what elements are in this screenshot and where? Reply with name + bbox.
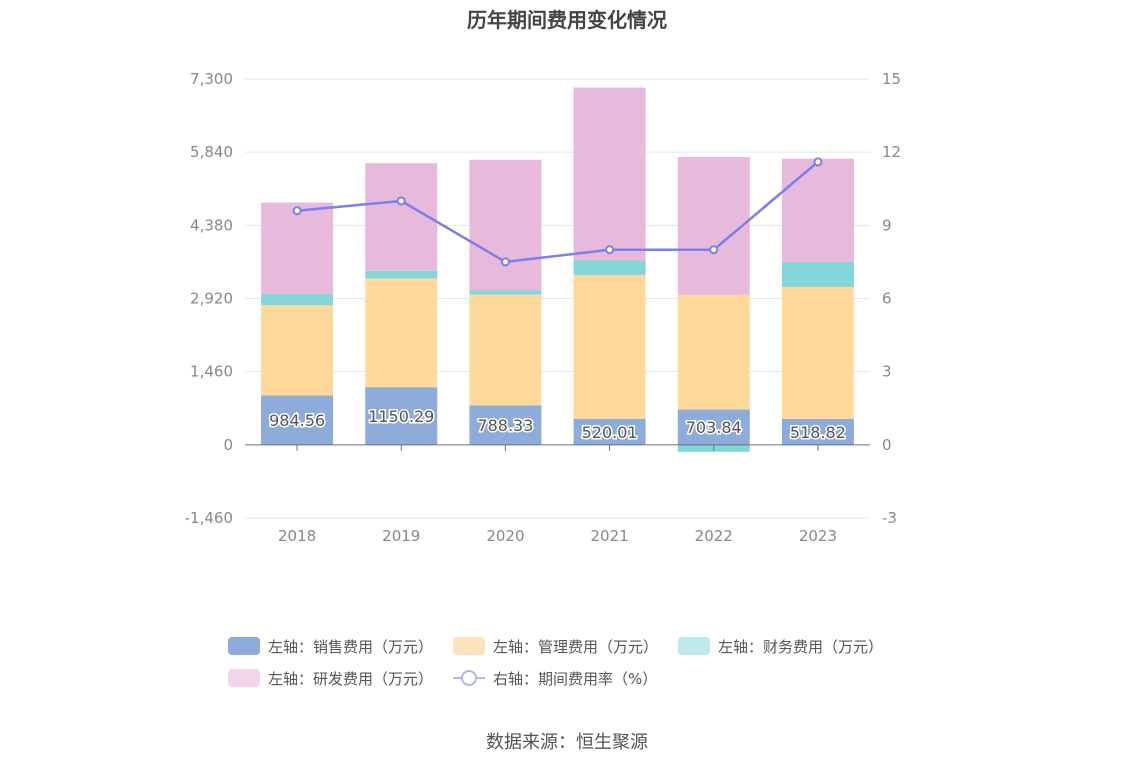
- legend-swatch-admin: [453, 637, 486, 655]
- legend: 左轴：销售费用（万元） 左轴：管理费用（万元） 左轴：财务费用（万元） 左轴：研…: [228, 630, 928, 694]
- bar-segment: [781, 261, 854, 288]
- legend-swatch-rnd: [228, 669, 260, 687]
- bar-data-label: 1150.29: [368, 407, 434, 426]
- legend-row-1: 左轴：销售费用（万元） 左轴：管理费用（万元） 左轴：财务费用（万元）: [228, 630, 928, 662]
- bar-data-label: 703.84: [686, 418, 742, 437]
- right-tick-label: 12: [882, 143, 901, 161]
- legend-swatch-sales: [228, 637, 260, 655]
- right-tick-label: 3: [882, 363, 892, 381]
- left-tick-label: 5,840: [190, 143, 233, 161]
- x-tick-label: 2019: [382, 527, 420, 545]
- bar-segment: [677, 294, 750, 410]
- rate-point: [709, 245, 719, 255]
- legend-row-2: 左轴：研发费用（万元） 右轴：期间费用率（%）: [228, 662, 928, 694]
- right-tick-label: 15: [882, 70, 901, 88]
- legend-label-finance: 左轴：财务费用（万元）: [718, 637, 884, 656]
- left-tick-label: 4,380: [190, 216, 233, 234]
- bar-data-label: 518.82: [790, 423, 846, 442]
- bar-segment: [365, 270, 438, 279]
- bar-segment: [261, 293, 334, 306]
- bar-segment: [573, 274, 646, 419]
- x-tick-label: 2022: [695, 527, 733, 545]
- chart-title: 历年期间费用变化情况: [467, 8, 667, 32]
- left-tick-label: 1,460: [190, 363, 233, 381]
- bar-segment: [573, 260, 646, 275]
- bar-segment: [365, 387, 438, 445]
- rate-point: [813, 157, 823, 167]
- legend-item-rnd[interactable]: 左轴：研发费用（万元）: [228, 668, 433, 689]
- grid-layer: [245, 78, 870, 519]
- legend-label-sales: 左轴：销售费用（万元）: [268, 637, 434, 656]
- legend-label-rnd: 左轴：研发费用（万元）: [268, 669, 434, 688]
- bar-segment: [781, 418, 854, 445]
- legend-label-rate: 右轴：期间费用率（%）: [493, 669, 658, 688]
- bar-segment: [469, 405, 542, 445]
- legend-line-icon: [453, 669, 486, 687]
- bar-segment: [469, 294, 542, 406]
- bar-segment: [573, 418, 646, 445]
- bar-segment: [261, 202, 334, 294]
- legend-item-admin[interactable]: 左轴：管理费用（万元）: [453, 636, 658, 657]
- axis-layer: -1,460 0 1,460 2,920 4,380 5,840 7,300 -3 0 3 6 9 12…: [185, 70, 901, 545]
- bar-data-label: 520.01: [582, 423, 638, 442]
- rate-point: [605, 245, 615, 255]
- right-tick-label: 6: [882, 290, 892, 308]
- line-layer: [292, 157, 823, 267]
- bar-segment: [261, 395, 334, 445]
- bar-segment: [573, 87, 646, 261]
- right-tick-label: 9: [882, 216, 892, 234]
- left-tick-label: 0: [223, 436, 233, 454]
- right-tick-label: -3: [882, 509, 897, 527]
- label-layer: 984.56 1150.29 788.33 520.01 703.84 518.82: [268, 406, 848, 444]
- x-tick-label: 2020: [486, 527, 524, 545]
- bar-segment: [677, 156, 750, 295]
- legend-swatch-finance: [678, 637, 711, 655]
- bar-data-label: 788.33: [477, 416, 533, 435]
- left-tick-label: -1,460: [185, 509, 233, 527]
- x-tick-label: 2021: [590, 527, 628, 545]
- left-tick-label: 2,920: [190, 290, 233, 308]
- rate-point: [292, 206, 302, 216]
- bar-segment: [781, 287, 854, 419]
- bar-segment: [261, 305, 334, 396]
- rate-line: [296, 160, 819, 264]
- bar-layer: [261, 87, 854, 452]
- legend-label-admin: 左轴：管理费用（万元）: [493, 637, 659, 656]
- bar-segment: [677, 409, 750, 445]
- chart-canvas: -1,460 0 1,460 2,920 4,380 5,840 7,300 -3 0 3 6 9 12…: [185, 70, 901, 545]
- x-tick-label: 2023: [799, 527, 837, 545]
- x-tick-label: 2018: [278, 527, 316, 545]
- right-tick-label: 0: [882, 436, 892, 454]
- bar-segment: [469, 159, 542, 291]
- left-tick-label: 7,300: [190, 70, 233, 88]
- rate-point: [396, 196, 406, 206]
- legend-item-rate[interactable]: 右轴：期间费用率（%）: [453, 668, 657, 689]
- rate-point: [500, 257, 510, 267]
- bar-segment: [469, 290, 542, 295]
- bar-segment: [365, 278, 438, 388]
- bar-segment: [365, 163, 438, 271]
- legend-item-sales[interactable]: 左轴：销售费用（万元）: [228, 636, 433, 657]
- bar-data-label: 984.56: [269, 411, 325, 430]
- bar-segment: [781, 158, 854, 262]
- legend-item-finance[interactable]: 左轴：财务费用（万元）: [678, 636, 883, 657]
- data-source: 数据来源：恒生聚源: [486, 732, 648, 753]
